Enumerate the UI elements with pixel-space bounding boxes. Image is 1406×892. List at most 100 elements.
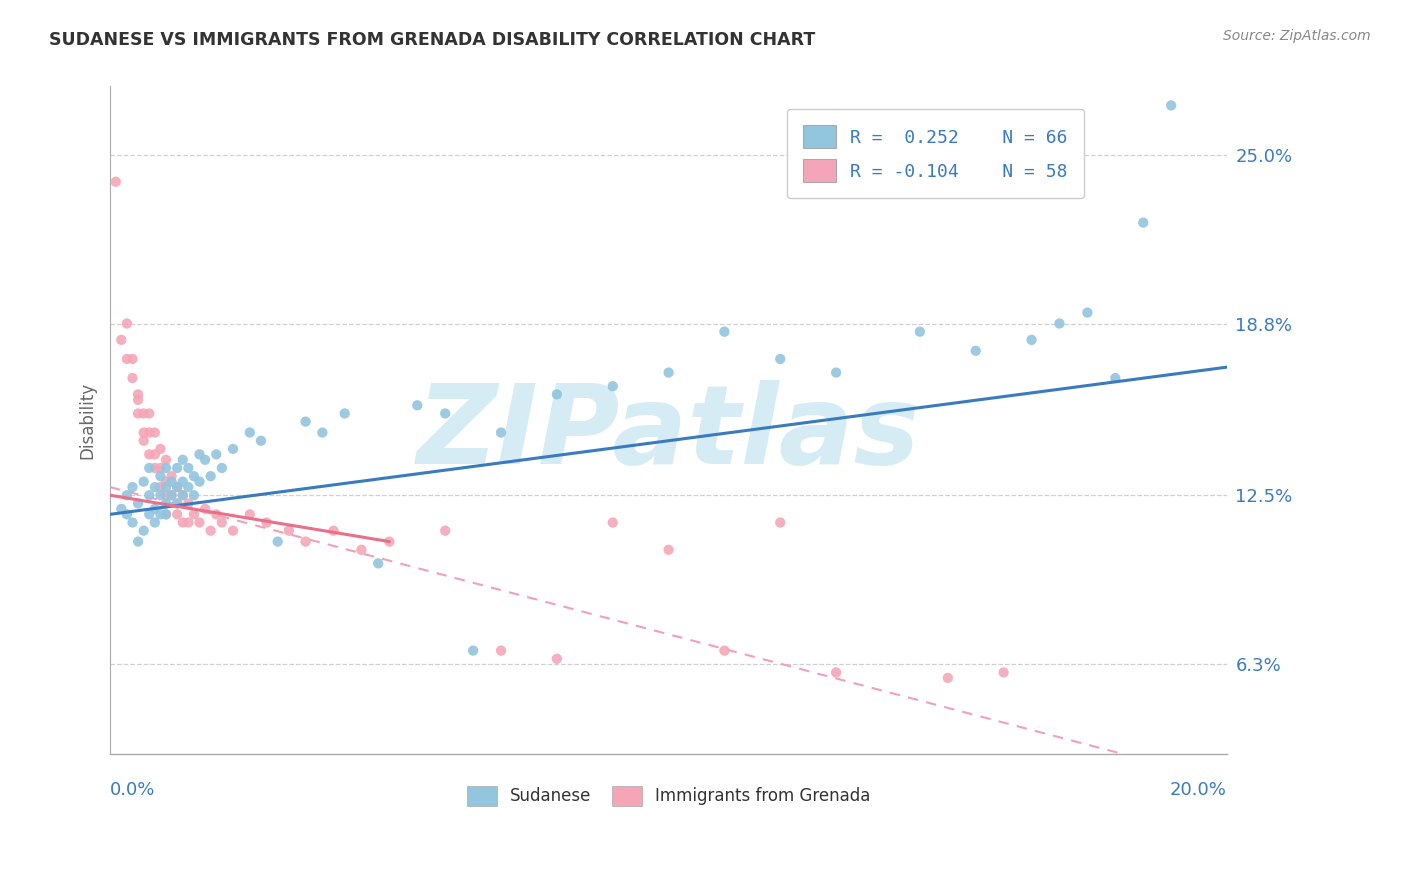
Point bbox=[155, 461, 177, 475]
Point bbox=[110, 333, 132, 347]
Point bbox=[222, 524, 245, 538]
Point bbox=[188, 516, 211, 530]
Point bbox=[143, 501, 166, 516]
Point bbox=[132, 425, 155, 440]
Point bbox=[546, 652, 568, 666]
Point bbox=[155, 496, 177, 510]
Point bbox=[121, 351, 143, 366]
Text: 20.0%: 20.0% bbox=[1170, 780, 1227, 799]
Point bbox=[149, 480, 172, 494]
Point bbox=[172, 488, 194, 502]
Point bbox=[908, 325, 931, 339]
Point bbox=[110, 501, 132, 516]
Point bbox=[115, 317, 138, 331]
Point bbox=[166, 480, 188, 494]
Point bbox=[378, 534, 401, 549]
Point bbox=[200, 469, 222, 483]
Point bbox=[166, 461, 188, 475]
Point bbox=[177, 480, 200, 494]
Point bbox=[769, 351, 792, 366]
Point bbox=[1049, 317, 1071, 331]
Point bbox=[713, 643, 735, 657]
Point bbox=[825, 366, 848, 380]
Point bbox=[205, 447, 228, 461]
Point bbox=[127, 407, 149, 421]
Point bbox=[155, 508, 177, 522]
Point bbox=[239, 508, 262, 522]
Text: 0.0%: 0.0% bbox=[110, 780, 156, 799]
Point bbox=[172, 475, 194, 489]
Point bbox=[489, 425, 512, 440]
Point bbox=[121, 516, 143, 530]
Point bbox=[367, 557, 389, 571]
Point bbox=[166, 496, 188, 510]
Point bbox=[149, 508, 172, 522]
Point bbox=[149, 461, 172, 475]
Point bbox=[194, 501, 217, 516]
Point bbox=[149, 442, 172, 456]
Point bbox=[160, 469, 183, 483]
Point bbox=[277, 524, 299, 538]
Point bbox=[183, 469, 205, 483]
Point bbox=[769, 516, 792, 530]
Point bbox=[183, 488, 205, 502]
Point bbox=[1021, 333, 1043, 347]
Point bbox=[149, 488, 172, 502]
Point bbox=[127, 392, 149, 407]
Point bbox=[211, 516, 233, 530]
Text: SUDANESE VS IMMIGRANTS FROM GRENADA DISABILITY CORRELATION CHART: SUDANESE VS IMMIGRANTS FROM GRENADA DISA… bbox=[49, 31, 815, 49]
Point bbox=[658, 542, 681, 557]
Point bbox=[143, 516, 166, 530]
Point bbox=[138, 447, 160, 461]
Point bbox=[936, 671, 959, 685]
Point bbox=[121, 480, 143, 494]
Point bbox=[463, 643, 485, 657]
Point bbox=[143, 461, 166, 475]
Point bbox=[434, 407, 457, 421]
Point bbox=[177, 496, 200, 510]
Point bbox=[104, 175, 127, 189]
Point bbox=[658, 366, 681, 380]
Point bbox=[155, 475, 177, 489]
Point bbox=[993, 665, 1015, 680]
Point bbox=[294, 534, 316, 549]
Point bbox=[183, 508, 205, 522]
Point bbox=[172, 488, 194, 502]
Point bbox=[160, 488, 183, 502]
Point bbox=[132, 407, 155, 421]
Point bbox=[406, 398, 429, 412]
Point bbox=[160, 475, 183, 489]
Point bbox=[127, 496, 149, 510]
Point bbox=[143, 425, 166, 440]
Point bbox=[1104, 371, 1126, 385]
Point bbox=[155, 508, 177, 522]
Point bbox=[188, 475, 211, 489]
Y-axis label: Disability: Disability bbox=[79, 382, 96, 458]
Point bbox=[143, 447, 166, 461]
Point bbox=[166, 496, 188, 510]
Point bbox=[239, 425, 262, 440]
Point bbox=[155, 480, 177, 494]
Point bbox=[188, 447, 211, 461]
Point bbox=[222, 442, 245, 456]
Point bbox=[211, 461, 233, 475]
Point bbox=[143, 480, 166, 494]
Point bbox=[132, 524, 155, 538]
Point bbox=[155, 452, 177, 467]
Point bbox=[713, 325, 735, 339]
Point bbox=[1160, 98, 1182, 112]
Point bbox=[166, 508, 188, 522]
Legend: Sudanese, Immigrants from Grenada: Sudanese, Immigrants from Grenada bbox=[460, 779, 877, 813]
Point bbox=[132, 475, 155, 489]
Point bbox=[965, 343, 987, 358]
Point bbox=[1076, 305, 1098, 319]
Point bbox=[256, 516, 278, 530]
Point bbox=[434, 524, 457, 538]
Point bbox=[115, 488, 138, 502]
Point bbox=[350, 542, 373, 557]
Point bbox=[172, 516, 194, 530]
Point bbox=[546, 387, 568, 401]
Point bbox=[166, 480, 188, 494]
Point bbox=[194, 452, 217, 467]
Point bbox=[489, 643, 512, 657]
